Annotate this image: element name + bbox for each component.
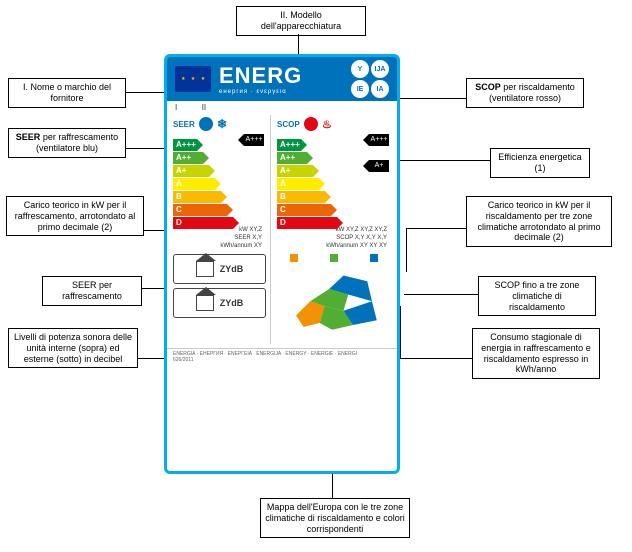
scop-kwh: kWh/annum XY XY XY	[277, 243, 391, 251]
callout-scop-zones: SCOP fino a tre zone climatiche di risca…	[478, 276, 596, 316]
callout-efficiency: Efficienza energetica (1)	[490, 148, 590, 178]
callout-map: Mappa dell'Europa con le tre zone climat…	[260, 498, 410, 538]
snowflake-icon: ❄	[217, 118, 235, 130]
callout-annual: Consumo stagionale di energia in raffres…	[472, 328, 600, 379]
callout-cooling-load: Carico teorico in kW per il raffrescamen…	[6, 196, 144, 236]
label-header: ENERG енергия · ενεργεια Y IJA IE IA	[167, 57, 397, 101]
seer-kwh: kWh/annum XY	[173, 243, 266, 251]
callout-seer-blue: SEER per raffrescamento (ventilatore blu…	[8, 128, 126, 158]
scop-label: SCOP	[277, 120, 300, 129]
energ-sub: енергия · ενεργεια	[219, 89, 302, 95]
callout-supplier: I. Nome o marchio del fornitore	[8, 78, 126, 108]
label-footer: ENERGIA · ЕНЕРГИЯ · ΕΝΕΡΓΕΙΑ · ENERGIJA …	[167, 348, 397, 365]
sound-outdoor: ZYdB	[173, 288, 266, 318]
seer-column: SEER ❄ A+++A+++A++A+ABCD kW XY,Z SEER X,…	[173, 115, 271, 344]
callout-model: II. Modello dell'apparecchiatura	[236, 6, 366, 36]
energy-label: ENERG енергия · ενεργεια Y IJA IE IA I I…	[164, 54, 400, 474]
callout-seer: SEER per raffrescamento	[42, 276, 142, 306]
fan-blue-icon	[199, 117, 213, 131]
house-icon	[196, 295, 214, 311]
scop-val: SCOP X,Y X,Y X,Y	[277, 235, 391, 243]
eu-flag-icon	[175, 66, 211, 92]
sound-indoor: ZYdB	[173, 254, 266, 284]
svg-text:❄: ❄	[217, 118, 227, 130]
seer-val: SEER X,Y	[173, 235, 266, 243]
house-icon	[196, 261, 214, 277]
scop-column: SCOP ♨ A+++A+++A++A+A+ABCD kW XY,Z XY,Z …	[277, 115, 391, 344]
seer-label: SEER	[173, 120, 195, 129]
svg-text:♨: ♨	[322, 119, 332, 130]
lang-bubbles: Y IJA IE IA	[351, 60, 389, 98]
callout-scop-red: SCOP per riscaldamento (ventilatore ross…	[466, 78, 584, 108]
energ-title: ENERG	[219, 63, 302, 89]
supplier-model-row: I II	[167, 101, 397, 115]
map-legend	[277, 254, 391, 262]
fan-red-icon	[304, 117, 318, 131]
heat-icon: ♨	[322, 118, 340, 130]
callout-heating-load: Carico teorico in kW per il riscaldament…	[466, 196, 612, 247]
europe-map	[277, 266, 391, 344]
callout-sound: Livelli di potenza sonora delle unità in…	[8, 328, 138, 368]
